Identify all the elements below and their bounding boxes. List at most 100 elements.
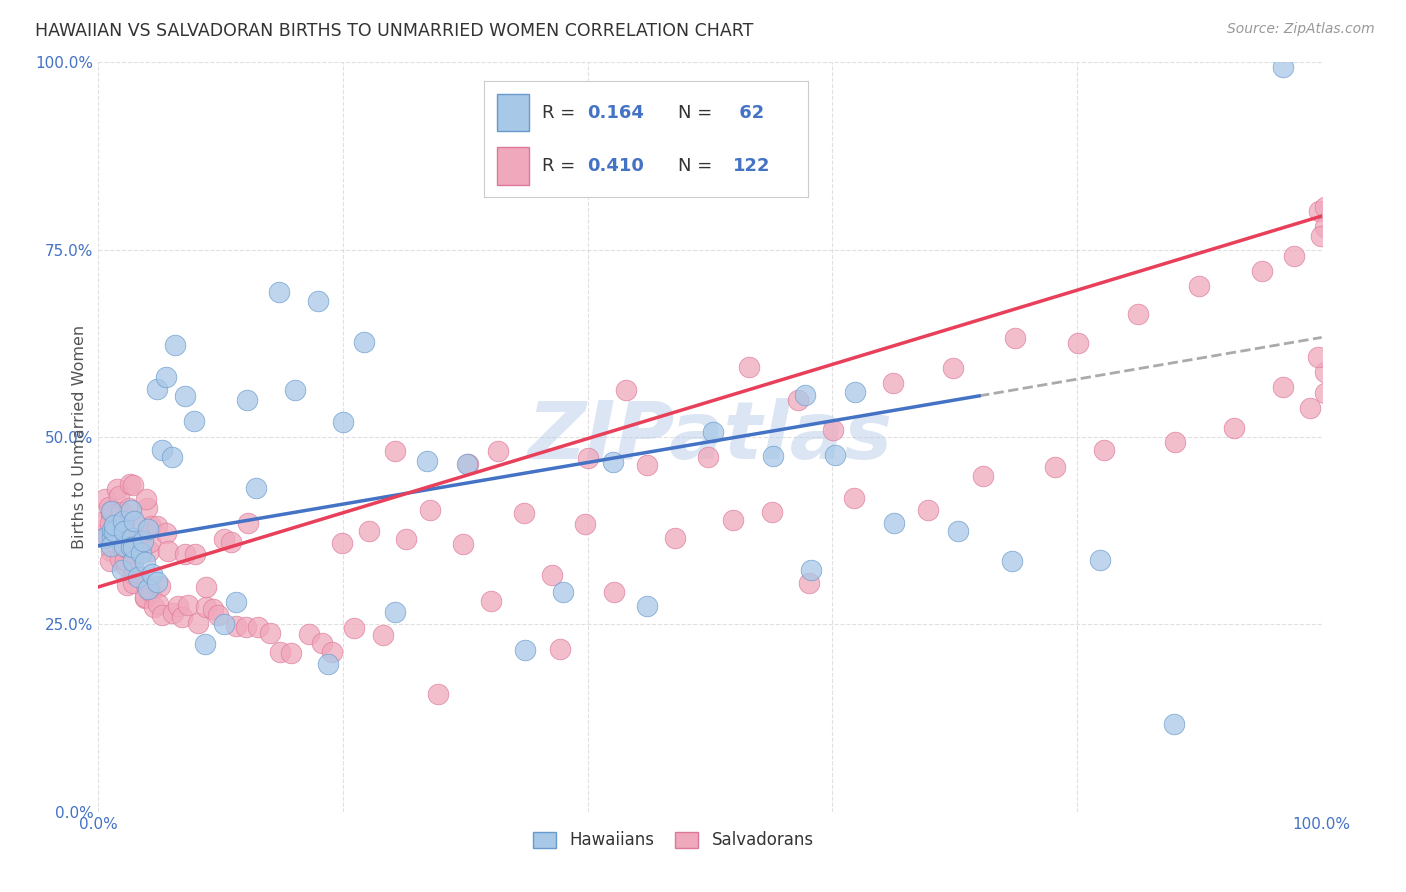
Point xyxy=(184,548,207,562)
Point xyxy=(122,514,145,528)
Point xyxy=(1309,229,1331,244)
Point xyxy=(93,515,115,529)
Point xyxy=(882,376,904,391)
Text: HAWAIIAN VS SALVADORAN BIRTHS TO UNMARRIED WOMEN CORRELATION CHART: HAWAIIAN VS SALVADORAN BIRTHS TO UNMARRI… xyxy=(35,22,754,40)
Point xyxy=(384,444,406,458)
Point xyxy=(1313,201,1336,215)
Point xyxy=(162,450,184,464)
Point xyxy=(761,505,783,519)
Point xyxy=(187,615,209,630)
Point xyxy=(225,619,247,633)
Point xyxy=(1313,385,1336,400)
Point xyxy=(127,520,149,534)
Point xyxy=(664,531,686,545)
Point xyxy=(284,383,307,397)
Point xyxy=(512,506,534,520)
Point xyxy=(139,519,162,533)
Point xyxy=(129,546,152,560)
Point xyxy=(194,637,217,651)
Point xyxy=(135,577,157,591)
Point xyxy=(124,565,146,579)
Point xyxy=(112,514,135,528)
Point xyxy=(150,608,173,623)
Point xyxy=(132,533,155,548)
Point xyxy=(737,359,759,374)
Point xyxy=(93,492,115,507)
Point xyxy=(236,393,259,408)
Point xyxy=(138,544,160,558)
Point xyxy=(576,450,599,465)
Point xyxy=(267,285,290,299)
Point xyxy=(115,539,138,553)
Point xyxy=(1272,380,1295,394)
Point xyxy=(416,453,439,467)
Point xyxy=(800,563,823,577)
Point xyxy=(614,383,637,397)
Point xyxy=(108,489,131,503)
Point xyxy=(602,584,624,599)
Point xyxy=(330,536,353,550)
Point xyxy=(100,539,122,553)
Point xyxy=(114,540,136,554)
Point xyxy=(122,576,145,591)
Point xyxy=(359,524,381,538)
Point xyxy=(136,582,159,596)
Point xyxy=(280,646,302,660)
Point xyxy=(121,540,143,554)
Point xyxy=(1306,350,1329,364)
Point xyxy=(395,533,418,547)
Point xyxy=(488,443,510,458)
Point xyxy=(1299,401,1322,416)
Point xyxy=(98,516,121,530)
Point xyxy=(121,554,143,568)
Point xyxy=(824,448,846,462)
Point xyxy=(636,458,658,472)
Point xyxy=(103,524,125,538)
Point xyxy=(146,519,169,533)
Point xyxy=(321,645,343,659)
Point xyxy=(1308,203,1330,218)
Point xyxy=(117,577,139,591)
Point xyxy=(136,522,159,536)
Point xyxy=(353,335,375,350)
Point xyxy=(112,539,135,553)
Point xyxy=(141,567,163,582)
Point xyxy=(149,579,172,593)
Point xyxy=(118,476,141,491)
Point xyxy=(574,516,596,531)
Point xyxy=(307,293,329,308)
Point xyxy=(155,525,177,540)
Point xyxy=(844,384,866,399)
Point xyxy=(139,584,162,599)
Point xyxy=(108,552,131,566)
Point xyxy=(148,598,170,612)
Point xyxy=(311,636,333,650)
Point xyxy=(100,544,122,558)
Point xyxy=(457,457,479,471)
Point xyxy=(787,392,810,407)
Point xyxy=(212,533,235,547)
Point xyxy=(1001,554,1024,568)
Point xyxy=(972,469,994,483)
Point xyxy=(135,501,157,516)
Point xyxy=(219,534,242,549)
Point xyxy=(1092,443,1115,458)
Point xyxy=(194,580,217,594)
Point xyxy=(419,503,441,517)
Point xyxy=(146,383,169,397)
Point xyxy=(98,554,121,568)
Point xyxy=(1163,717,1185,731)
Point xyxy=(259,625,281,640)
Legend: Hawaiians, Salvadorans: Hawaiians, Salvadorans xyxy=(526,824,820,855)
Point xyxy=(1223,421,1246,435)
Point xyxy=(104,525,127,540)
Point xyxy=(101,523,124,537)
Point xyxy=(162,606,184,620)
Point xyxy=(883,516,905,531)
Point xyxy=(1313,365,1336,379)
Point xyxy=(1067,335,1090,350)
Point xyxy=(245,481,267,495)
Point xyxy=(553,585,575,599)
Point xyxy=(942,360,965,375)
Point xyxy=(456,457,478,471)
